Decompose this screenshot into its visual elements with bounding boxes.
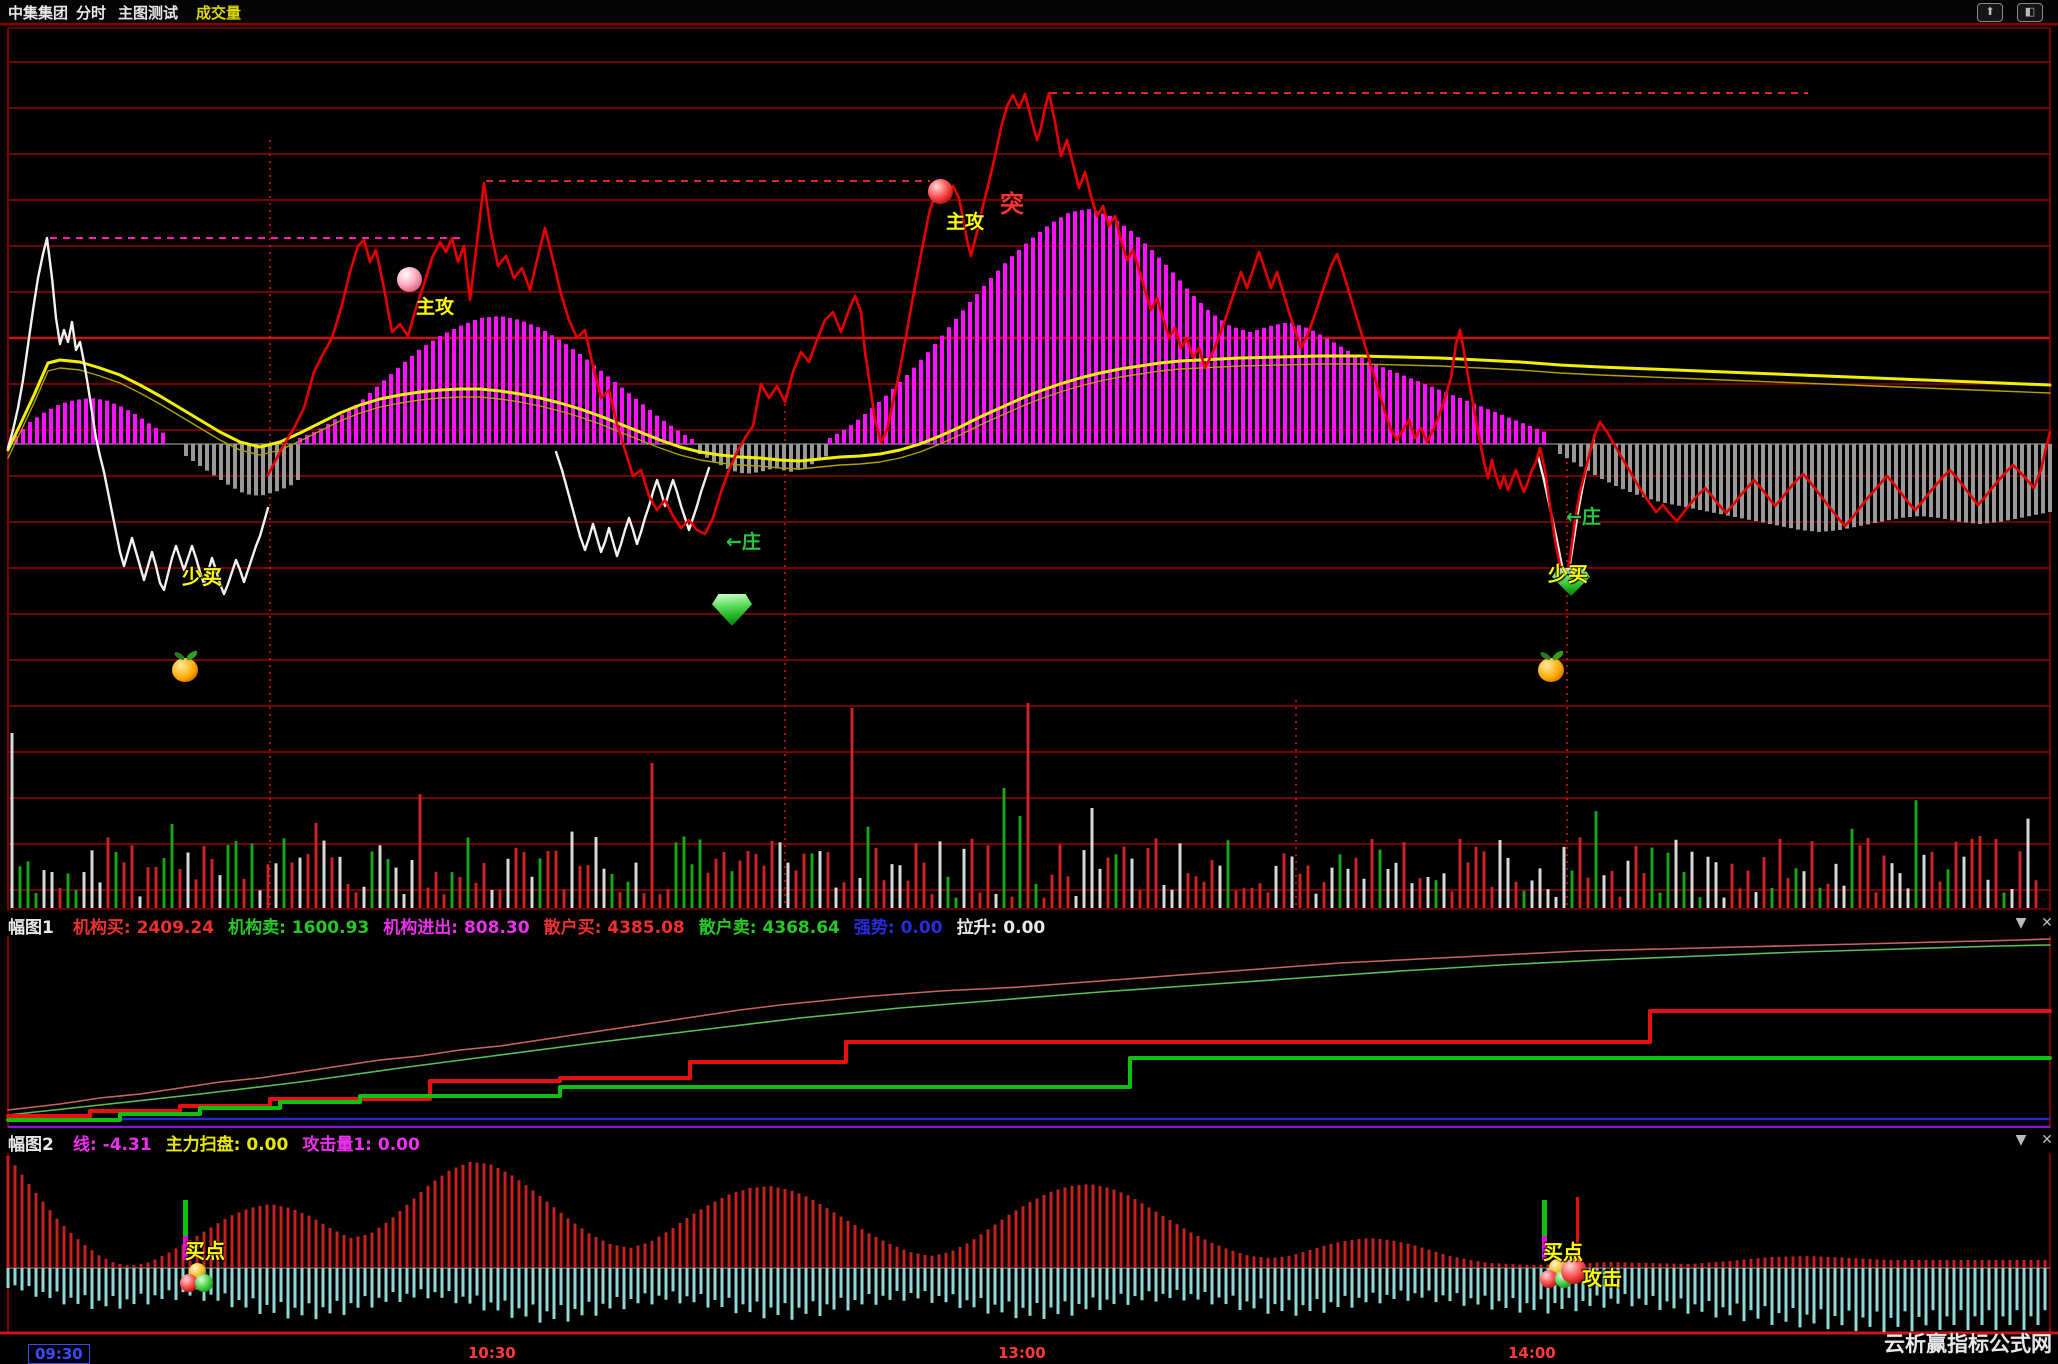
panel2-name: 幅图2	[8, 1135, 54, 1155]
label-zhuang-2: ←庄	[1566, 506, 1601, 528]
time-label-4: 14:00	[1508, 1344, 1556, 1362]
panel2-close-button[interactable]: ✕	[2041, 1132, 2053, 1148]
tangerine-icon-2	[1538, 650, 1568, 684]
panel1-field-4: 散户买: 4385.08	[543, 918, 685, 938]
panel2-header: 幅图2 线: -4.31 主力扫盘: 0.00 攻击量1: 0.00 ▼ ✕	[0, 1128, 2058, 1155]
label-zhugong-2: 主攻	[946, 211, 985, 233]
tab-2[interactable]: 主图测试	[118, 4, 179, 22]
tab-3[interactable]: 成交量	[196, 4, 242, 22]
restore-up-icon[interactable]: ⬆	[1977, 3, 2003, 22]
label-shaomai-2: 少买	[1548, 562, 1588, 586]
stock-name: 中集集团	[8, 4, 69, 22]
panel1-field-6: 强势: 0.00	[853, 918, 943, 938]
label-zhuang-1: ←庄	[726, 531, 761, 553]
panel1-collapse-button[interactable]: ▼	[2015, 915, 2027, 931]
panel1-header: 幅图1 机构买: 2409.24 机构卖: 1600.93 机构进出: 808.30…	[0, 911, 2058, 938]
label-zhugong-1: 主攻	[416, 296, 455, 318]
panel1-field-7: 拉升: 0.00	[956, 918, 1046, 938]
watermark: 云析赢指标公式网	[1884, 1332, 2052, 1356]
tangerine-icon-1	[172, 650, 202, 684]
panel2-field-2: 主力扫盘: 0.00	[165, 1135, 289, 1155]
tab-1[interactable]: 分时	[76, 4, 107, 22]
label-maidian-2: 买点	[1543, 1240, 1583, 1264]
time-label-3: 13:00	[998, 1344, 1046, 1362]
panel1-field-2: 机构卖: 1600.93	[228, 918, 370, 938]
label-tu: 突	[1000, 190, 1024, 218]
title-bar: 中集集团 分时 主图测试 成交量 ⬆ ◧	[0, 0, 2058, 23]
panel1-field-3: 机构进出: 808.30	[383, 918, 530, 938]
attack-line	[1576, 1197, 1579, 1262]
time-label-2: 10:30	[468, 1344, 516, 1362]
time-label-1: 09:30	[28, 1344, 90, 1364]
panel2-field-3: 攻击量1: 0.00	[302, 1135, 420, 1155]
panel2-collapse-button[interactable]: ▼	[2015, 1132, 2027, 1148]
pink-ball-icon	[397, 267, 422, 292]
attack-ball-icon	[1561, 1258, 1587, 1284]
panel1-name: 幅图1	[8, 918, 54, 938]
panel1-field-1: 机构买: 2409.24	[72, 918, 215, 938]
split-window-icon[interactable]: ◧	[2017, 3, 2043, 22]
panel1-close-button[interactable]: ✕	[2041, 915, 2053, 931]
label-gongji: 攻击	[1582, 1266, 1622, 1290]
panel2-field-1: 线: -4.31	[72, 1135, 152, 1155]
red-ball-icon	[928, 179, 953, 204]
panel1-field-5: 散户卖: 4368.64	[698, 918, 840, 938]
label-maidian-1: 买点	[185, 1239, 225, 1263]
label-shaomai-1: 少买	[182, 565, 222, 589]
